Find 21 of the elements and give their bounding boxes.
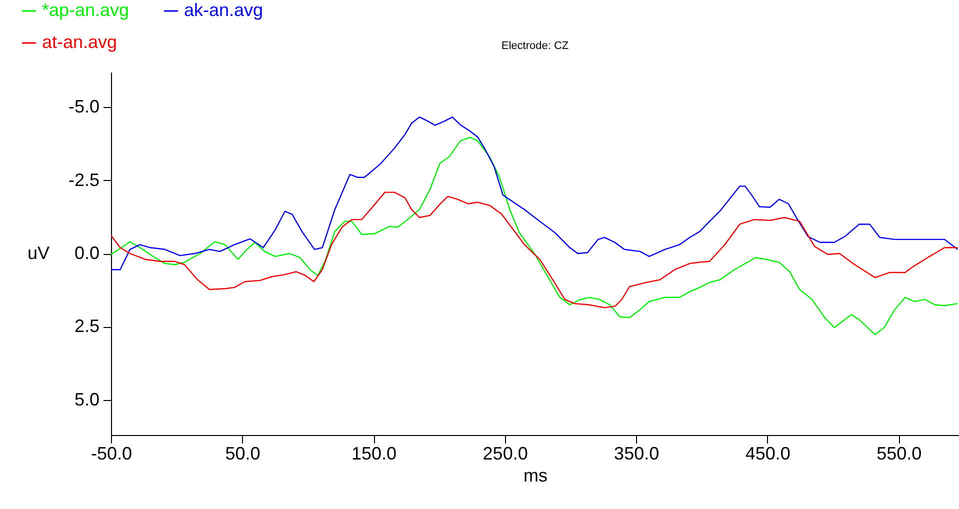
x-tick-label: 250.0 (482, 444, 528, 464)
legend-label: *ap-an.avg (42, 0, 130, 20)
x-tick-label: -50.0 (90, 444, 132, 464)
y-tick-label: 0.0 (74, 243, 100, 263)
line-series (111, 116, 958, 270)
x-tick-label: 50.0 (225, 444, 260, 464)
x-tick-label: 450.0 (745, 444, 790, 464)
y-tick-label: 2.5 (74, 316, 100, 336)
x-tick-label: 550.0 (876, 444, 922, 464)
y-axis-title: uV (27, 243, 50, 263)
line-series (111, 192, 958, 308)
chart-title: Electrode: CZ (501, 40, 569, 52)
x-tick-label: 350.0 (614, 444, 660, 464)
x-axis-title: ms (524, 466, 548, 486)
legend-label: at-an.avg (42, 32, 118, 52)
y-tick-label: 5.0 (74, 389, 100, 410)
y-tick-label: -5.0 (68, 96, 100, 117)
line-series (111, 136, 958, 336)
x-tick-label: 150.0 (352, 444, 397, 464)
legend-label: ak-an.avg (184, 0, 264, 20)
y-tick-label: -2.5 (68, 170, 100, 190)
